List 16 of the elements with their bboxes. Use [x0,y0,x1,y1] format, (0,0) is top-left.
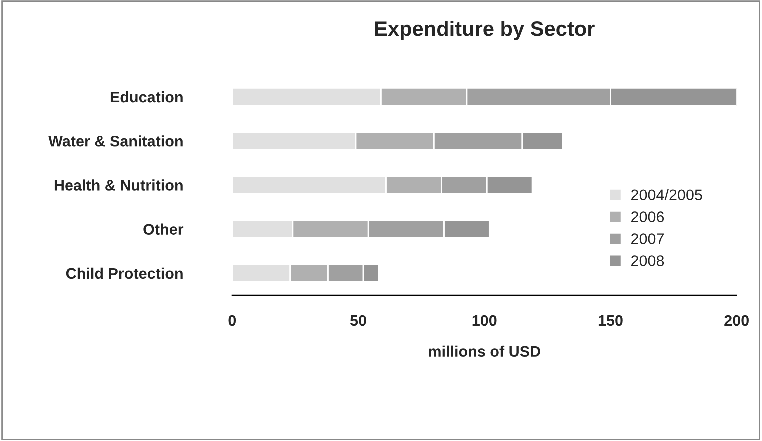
legend-label: 2008 [632,256,664,266]
x-tick-label: 0 [228,315,236,326]
x-tick-label: 200 [724,315,749,326]
legend-label: 2004/2005 [632,189,702,201]
y-tick-label: Water & Sanitation [48,136,183,147]
x-tick-label: 100 [472,315,497,326]
y-tick-label: Child Protection [66,268,183,280]
legend-label: 2006 [632,212,664,222]
x-axis-title: millions of USD [429,346,540,358]
x-tick-label: 150 [598,315,623,326]
y-tick-label: Health & Nutrition [54,180,183,191]
y-tick-label: Other [144,224,184,236]
y-tick-label: Education [110,91,183,103]
x-tick-label: 50 [350,315,366,326]
legend-label: 2007 [632,234,664,244]
chart-title: Expenditure by Sector [375,20,595,40]
